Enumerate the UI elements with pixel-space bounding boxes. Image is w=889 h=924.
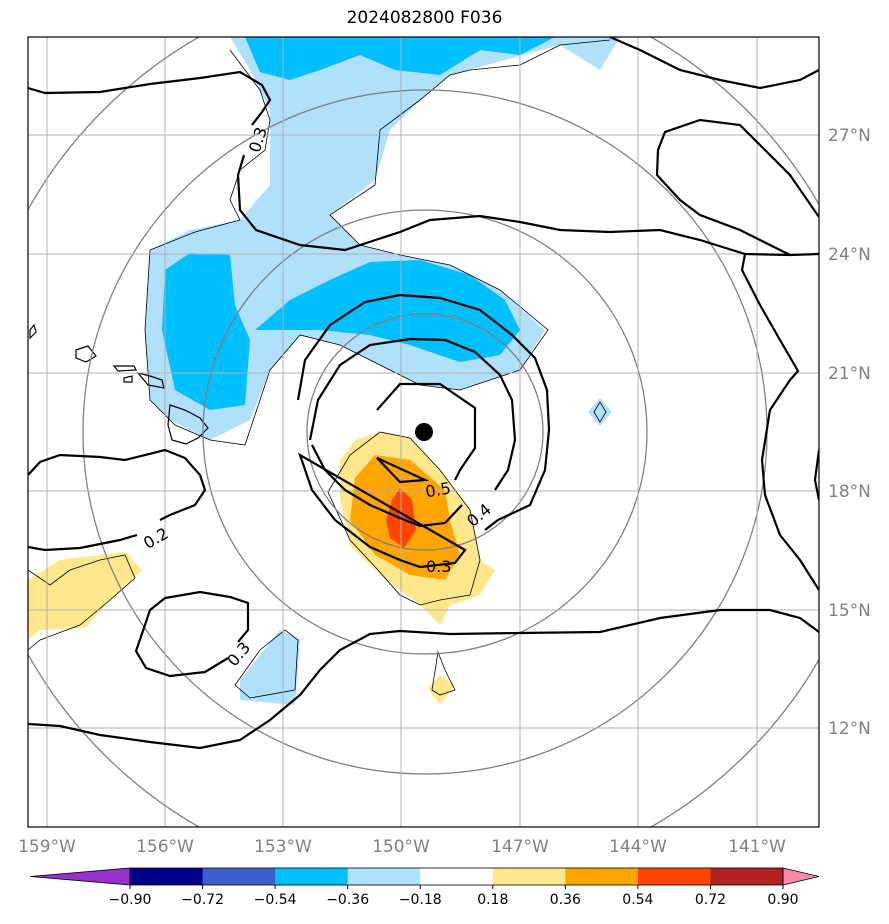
map-frame — [27, 36, 820, 828]
colorbar-label: 0.72 — [695, 892, 726, 908]
lon-tick-label: 153°W — [254, 837, 312, 857]
lat-tick-label: 27°N — [828, 126, 871, 146]
colorbar-segment — [202, 868, 276, 885]
lon-tick-label: 159°W — [18, 837, 76, 857]
colorbar-segment — [420, 868, 494, 885]
map-title: 2024082800 F036 — [346, 8, 503, 28]
colorbar-label: −0.54 — [254, 892, 297, 908]
colorbar-label: −0.90 — [109, 892, 152, 908]
longitude-ticks: 159°W 156°W 153°W 150°W 147°W 144°W 141°… — [18, 837, 786, 857]
colorbar-label: 0.36 — [550, 892, 581, 908]
colorbar-label: 0.18 — [477, 892, 508, 908]
colorbar-segment — [565, 868, 639, 885]
lon-tick-label: 144°W — [609, 837, 667, 857]
colorbar-segment — [492, 868, 566, 885]
colorbar-segment — [637, 868, 711, 885]
colorbar-segment — [710, 868, 784, 885]
colorbar-label: −0.72 — [181, 892, 224, 908]
lon-tick-label: 156°W — [136, 837, 194, 857]
lat-tick-label: 24°N — [828, 245, 871, 265]
colorbar-label: 0.54 — [622, 892, 653, 908]
latitude-ticks: 27°N 24°N 21°N 18°N 15°N 12°N — [828, 126, 871, 739]
colorbar-label: −0.18 — [399, 892, 442, 908]
contour-label: 0.5 — [424, 478, 452, 501]
colorbar-segment — [275, 868, 349, 885]
colorbar-label: 0.90 — [767, 892, 798, 908]
zero-contour — [28, 39, 611, 699]
lat-tick-label: 15°N — [828, 601, 871, 621]
colorbar-extend-min — [29, 867, 131, 886]
negative-anomaly-mid — [162, 37, 555, 410]
gridlines — [28, 37, 819, 827]
lat-tick-label: 18°N — [828, 482, 871, 502]
lat-tick-label: 12°N — [828, 719, 871, 739]
field-contours — [28, 37, 819, 750]
colorbar-frame — [129, 867, 784, 886]
colorbar-segment — [130, 868, 204, 885]
storm-center-marker — [415, 423, 433, 441]
colorbar-label: −0.36 — [326, 892, 369, 908]
colorbar-segment — [347, 868, 421, 885]
lon-tick-label: 150°W — [372, 837, 430, 857]
lon-tick-label: 147°W — [491, 837, 549, 857]
lon-tick-label: 141°W — [728, 837, 786, 857]
colorbar: −0.90 −0.72 −0.54 −0.36 −0.18 0.18 0.36 0.54 0.7… — [29, 867, 820, 908]
contour-label: 0.3 — [426, 557, 451, 576]
lat-tick-label: 21°N — [828, 364, 871, 384]
colorbar-extend-max — [782, 867, 820, 886]
